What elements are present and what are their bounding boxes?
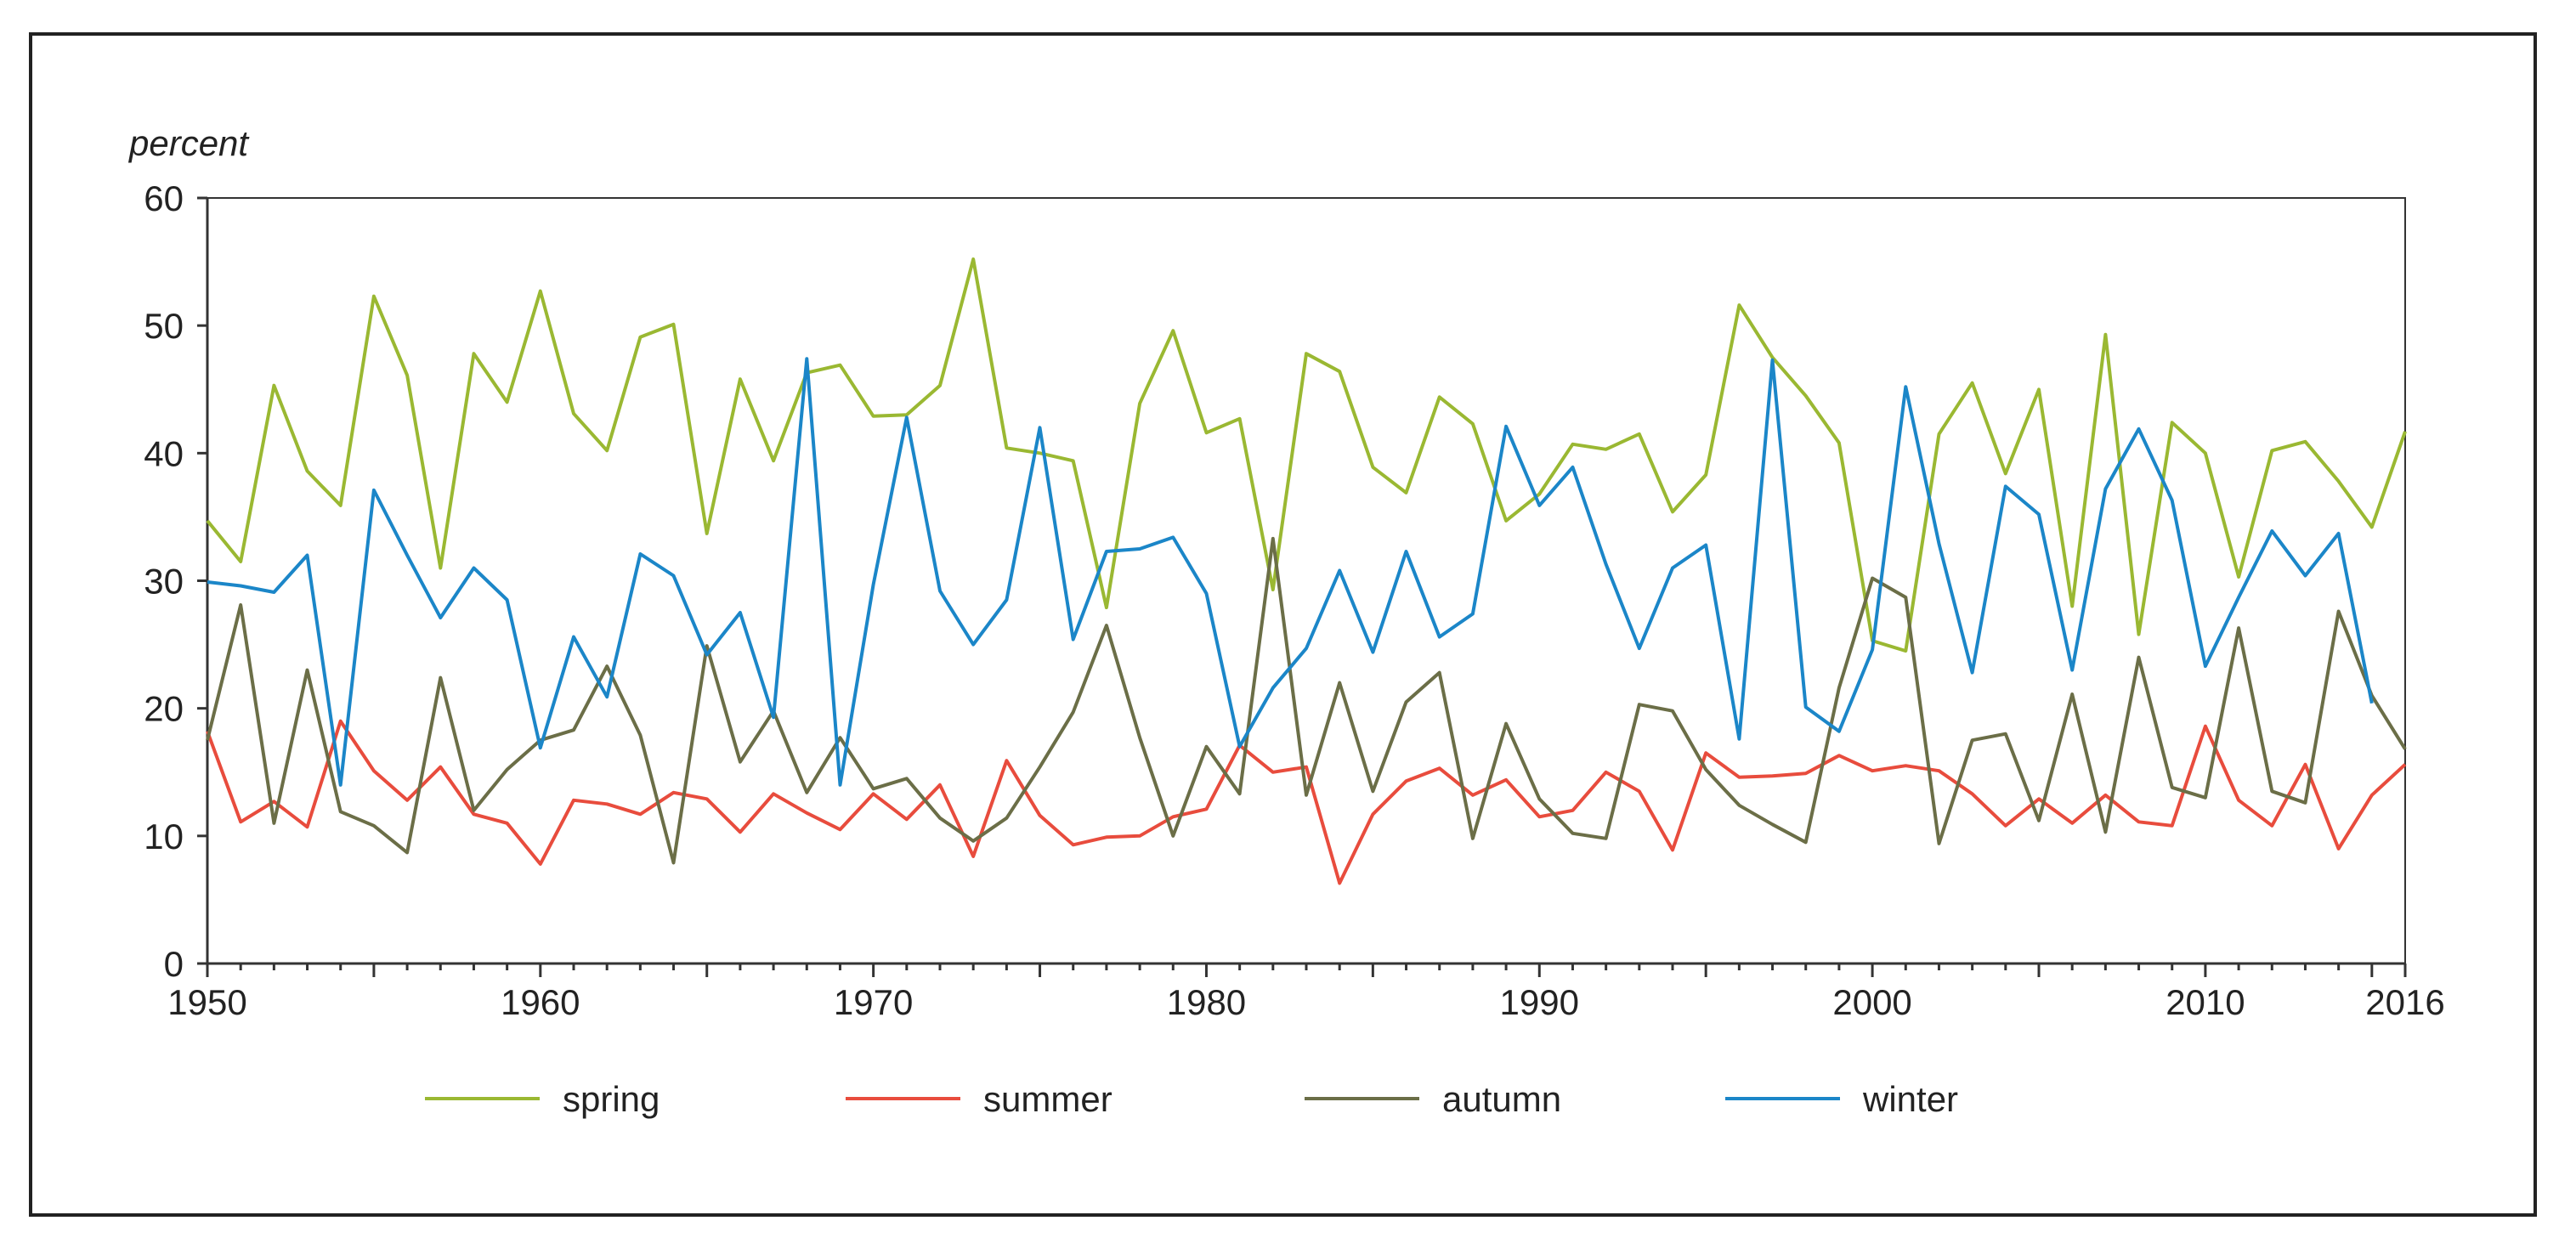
legend-label-winter: winter	[1862, 1079, 1958, 1119]
legend-label-autumn: autumn	[1442, 1079, 1561, 1119]
series-lines	[206, 257, 2407, 885]
legend-label-summer: summer	[983, 1079, 1112, 1119]
y-tick-label: 50	[144, 306, 184, 346]
x-tick-label: 1950	[167, 982, 246, 1022]
legend: spring summer autumn winter	[425, 1079, 1958, 1119]
x-tick-label: 1980	[1167, 982, 1246, 1022]
x-tick-label: 2000	[1832, 982, 1911, 1022]
y-tick-label: 60	[144, 178, 184, 218]
y-tick-label: 20	[144, 689, 184, 729]
legend-label-spring: spring	[563, 1079, 660, 1119]
y-tick-label: 30	[144, 562, 184, 602]
x-tick-label: 2010	[2166, 982, 2245, 1022]
y-tick-label: 40	[144, 433, 184, 473]
x-tick-label: 1990	[1500, 982, 1579, 1022]
y-axis-label: percent	[127, 123, 250, 163]
series-line-winter	[207, 357, 2374, 787]
x-tick-label: 1970	[834, 982, 913, 1022]
series-line-spring	[206, 257, 2407, 653]
series-line-autumn	[206, 536, 2407, 865]
x-tick-label: 1960	[501, 982, 580, 1022]
y-tick-label: 10	[144, 817, 184, 856]
axes: 0 10 20 30 40 50 60 1950 1960 1970 1980 1990 2000 201…	[144, 178, 2444, 1022]
x-tick-label: 2016	[2365, 982, 2444, 1022]
y-tick-label: 0	[164, 944, 184, 984]
series-line-summer	[206, 719, 2407, 885]
